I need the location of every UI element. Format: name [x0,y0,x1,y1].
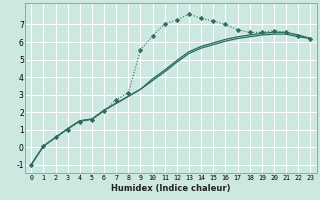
X-axis label: Humidex (Indice chaleur): Humidex (Indice chaleur) [111,184,231,193]
